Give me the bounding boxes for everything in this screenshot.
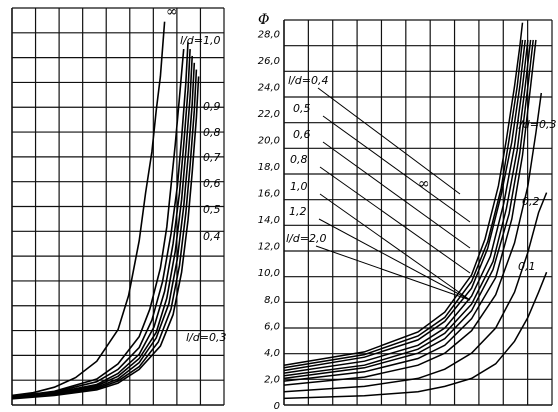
left-series-label: 0,7 bbox=[203, 151, 221, 164]
y-tick-label-right: 20,0 bbox=[258, 135, 280, 146]
y-tick-label-right: 24,0 bbox=[258, 82, 280, 93]
right-series-curve bbox=[283, 39, 534, 380]
y-tick-label-right: 8,0 bbox=[264, 295, 280, 306]
left-series-label: 0,4 bbox=[203, 230, 221, 243]
infinity-label-left: ∞ bbox=[166, 4, 178, 20]
left-series-label: l/d=1,0 bbox=[180, 34, 220, 47]
right-label-leader-line bbox=[319, 193, 471, 301]
right-label-leader-line bbox=[322, 141, 471, 249]
right-series-curve bbox=[283, 22, 524, 366]
right-series-label: 0,5 bbox=[293, 102, 311, 115]
right-series-label: 0,8 bbox=[290, 153, 308, 166]
curves-left bbox=[11, 21, 200, 400]
right-label-leader-line bbox=[318, 218, 471, 301]
y-tick-label-right: 28,0 bbox=[258, 29, 280, 40]
right-label-leader-line bbox=[319, 166, 471, 274]
y-ticks-right: 0 2,0 4,0 6,0 8,0 10,0 12,0 14,0 16,0 18,0 20,0 22,… bbox=[258, 29, 280, 412]
label-leaders-right bbox=[315, 87, 471, 301]
y-tick-label-right: 4,0 bbox=[264, 348, 280, 359]
curves-right bbox=[283, 22, 548, 400]
labels-right: l/d=0,4 0,5 0,6 0,8 1,0 1,2 l/d=2,0 l/d=0,3 0,2 0… bbox=[286, 74, 556, 273]
right-series-label: l/d=0,3 bbox=[516, 118, 556, 131]
y-tick-label-right: 26,0 bbox=[258, 56, 280, 67]
right-series-label: 1,0 bbox=[290, 180, 308, 193]
left-series-label: l/d=0,3 bbox=[186, 331, 226, 344]
left-series-label: 0,8 bbox=[203, 126, 221, 139]
y-tick-label-right: 0 bbox=[274, 401, 280, 412]
right-series-curve bbox=[283, 39, 529, 374]
y-tick-label-right: 10,0 bbox=[258, 268, 280, 279]
right-series-curve bbox=[283, 39, 526, 372]
left-series-curve bbox=[11, 49, 185, 398]
grid-right bbox=[283, 19, 553, 406]
right-series-curve bbox=[283, 39, 532, 377]
left-series-label: 0,9 bbox=[203, 100, 221, 113]
left-series-curve bbox=[11, 69, 198, 399]
left-series-curve bbox=[11, 49, 191, 399]
y-tick-label-right: 12,0 bbox=[258, 242, 280, 253]
left-series-curve bbox=[11, 55, 193, 399]
y-tick-label-right: 16,0 bbox=[258, 189, 280, 200]
right-series-label: 0,2 bbox=[522, 195, 540, 208]
left-series-curve bbox=[11, 21, 166, 397]
left-series-curve bbox=[11, 42, 189, 398]
right-label-leader-line bbox=[317, 87, 461, 195]
left-series-label: 0,5 bbox=[203, 203, 221, 216]
right-series-label: 1,2 bbox=[289, 205, 307, 218]
right-series-curve bbox=[283, 192, 548, 393]
y-tick-label-right: 22,0 bbox=[258, 109, 280, 120]
y-axis-title-right: Φ bbox=[258, 12, 269, 28]
y-tick-label-right: 14,0 bbox=[258, 215, 280, 226]
right-label-leader-line bbox=[315, 245, 471, 301]
infinity-label-right: ∞ bbox=[418, 176, 430, 192]
left-series-curve bbox=[11, 76, 200, 400]
y-tick-label-right: 2,0 bbox=[264, 374, 280, 385]
right-label-leader-line bbox=[322, 115, 471, 223]
labels-left: l/d=1,0 0,9 0,8 0,7 0,6 0,5 0,4 l/d=0,3 bbox=[180, 34, 226, 344]
y-tick-label-right: 18,0 bbox=[258, 162, 280, 173]
right-series-label: l/d=0,4 bbox=[288, 74, 328, 87]
y-tick-label-right: 6,0 bbox=[264, 321, 280, 332]
right-series-curve bbox=[283, 92, 543, 386]
right-series-curve bbox=[283, 271, 548, 400]
right-series-label: 0,6 bbox=[293, 128, 311, 141]
left-series-curve bbox=[11, 62, 196, 399]
left-series-label: 0,6 bbox=[203, 177, 221, 190]
right-series-label: 0,1 bbox=[518, 260, 536, 273]
right-series-label: l/d=2,0 bbox=[286, 232, 326, 245]
right-series-curve bbox=[283, 39, 524, 369]
right-series-curve bbox=[283, 39, 537, 382]
